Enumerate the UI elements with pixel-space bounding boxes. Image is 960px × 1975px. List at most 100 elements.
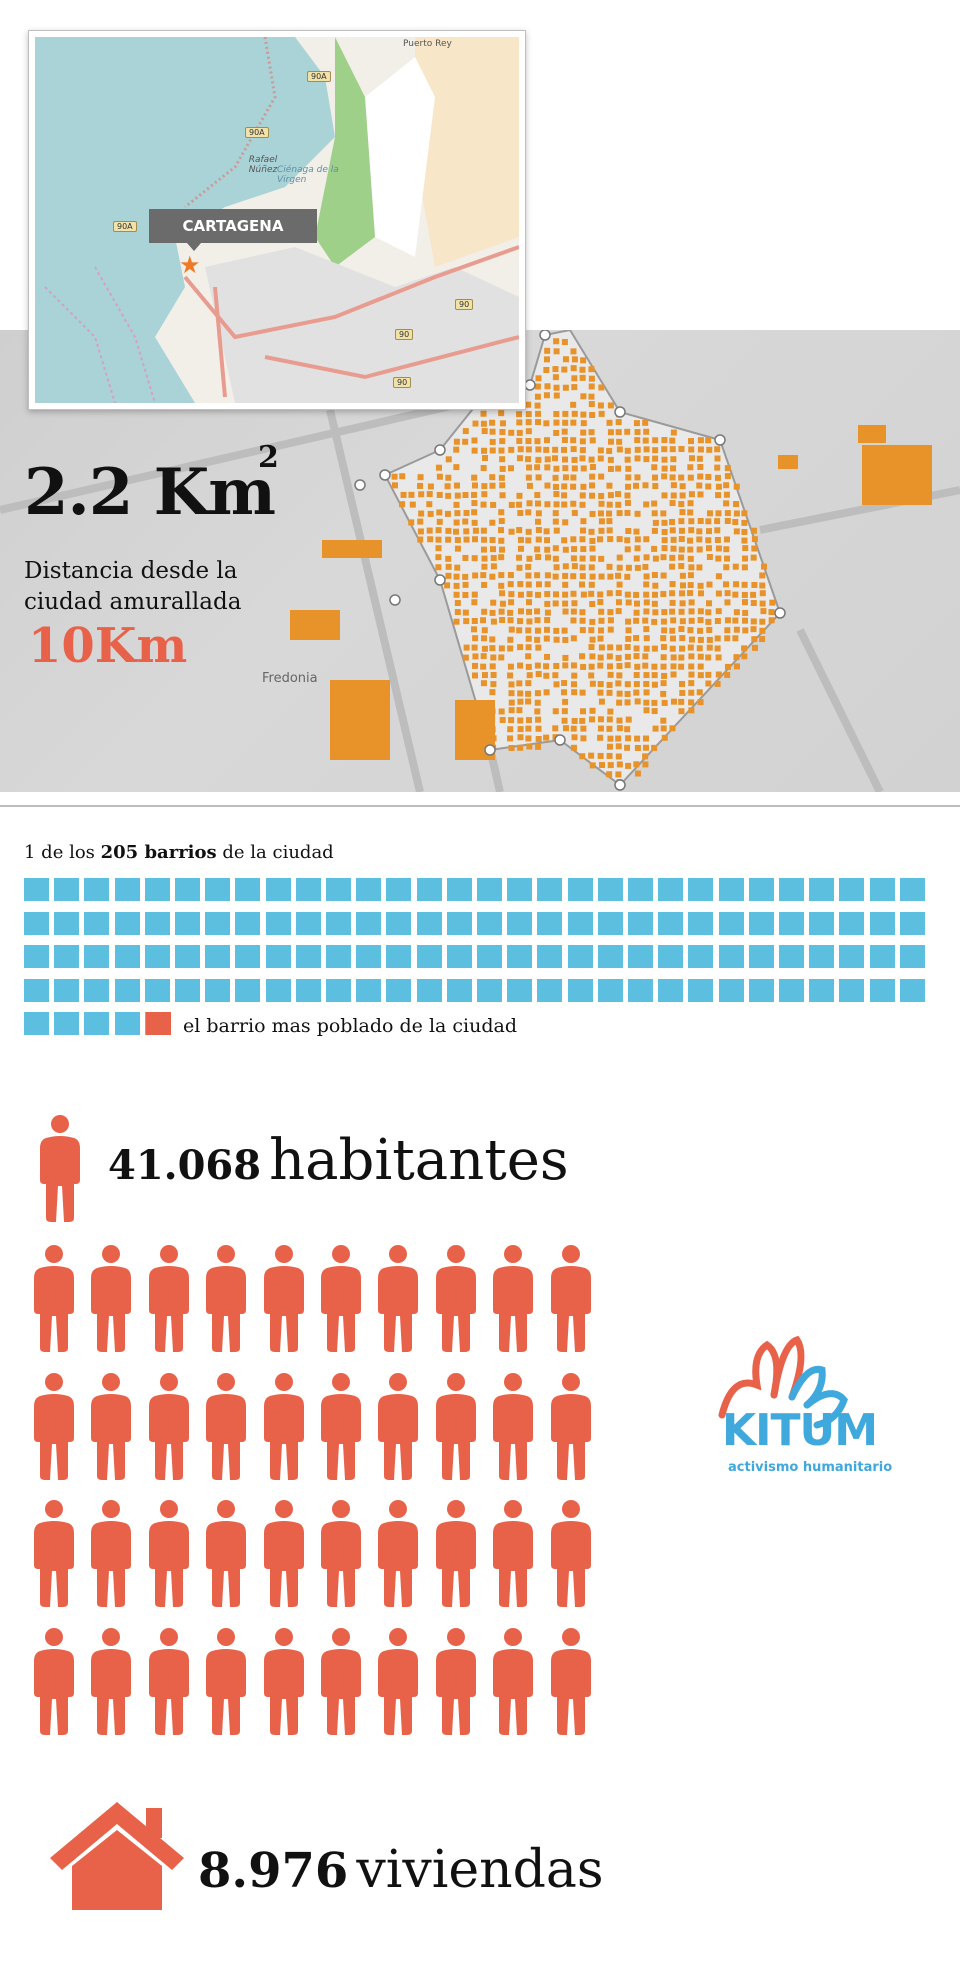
dwelling-mark — [607, 573, 614, 580]
dwelling-mark — [714, 645, 721, 652]
dwelling-mark — [687, 474, 694, 481]
dwelling-mark — [489, 482, 496, 489]
dwelling-mark — [462, 438, 469, 445]
dwelling-mark — [723, 482, 730, 489]
dwelling-mark — [589, 464, 596, 471]
dwelling-mark — [507, 572, 514, 579]
dwelling-mark — [706, 554, 713, 561]
dwelling-mark — [562, 474, 569, 481]
dwelling-mark — [597, 725, 604, 732]
dwelling-mark — [669, 474, 676, 481]
barrio-square — [567, 911, 593, 935]
dwelling-mark — [544, 546, 551, 553]
barrio-square — [144, 878, 170, 901]
person-icon — [89, 1372, 133, 1486]
dwelling-mark — [625, 762, 632, 769]
dwelling-mark — [714, 635, 721, 642]
person-icon — [549, 1499, 593, 1613]
dwelling-mark — [535, 456, 542, 463]
dwelling-mark — [588, 752, 595, 759]
dwelling-mark — [552, 573, 559, 580]
person-icon — [40, 1115, 80, 1222]
dwelling-mark — [669, 446, 676, 453]
dwelling-mark — [651, 572, 658, 579]
dwelling-mark — [697, 653, 704, 660]
dwelling-mark — [607, 402, 614, 409]
barrio-square — [205, 878, 231, 901]
dwelling-mark — [616, 662, 623, 669]
dwelling-mark — [606, 752, 613, 759]
dwelling-mark — [615, 680, 622, 687]
dwelling-mark — [724, 671, 731, 678]
dwelling-mark — [579, 627, 586, 634]
dwelling-mark — [598, 492, 605, 499]
dwelling-mark — [517, 690, 524, 697]
dwelling-mark — [534, 492, 541, 499]
person-icon — [376, 1244, 420, 1358]
dwelling-mark — [562, 356, 569, 363]
dwelling-mark — [643, 699, 650, 706]
barrio-square — [658, 945, 684, 968]
dwelling-mark — [706, 581, 713, 588]
house-icon — [50, 1802, 184, 1910]
dwelling-mark — [642, 662, 649, 669]
road-shield: 90A — [113, 221, 137, 232]
dwelling-mark — [552, 455, 559, 462]
dwelling-mark — [436, 473, 443, 480]
barrio-square — [356, 945, 382, 968]
dwelling-mark — [597, 681, 604, 688]
dwelling-mark — [624, 428, 631, 435]
dwelling-mark — [517, 744, 524, 751]
dwelling-mark — [616, 672, 623, 679]
person-icon — [491, 1372, 535, 1486]
dwelling-mark — [471, 555, 478, 562]
dwelling-mark — [561, 501, 568, 508]
barrio-square — [748, 911, 774, 935]
dwelling-mark — [598, 500, 605, 507]
dwelling-mark — [696, 528, 703, 535]
dwelling-mark — [589, 573, 596, 580]
dwelling-mark — [589, 437, 596, 444]
dwelling-mark — [480, 420, 487, 427]
dwelling-mark — [561, 537, 568, 544]
dwelling-mark — [589, 411, 596, 418]
dwelling-mark — [589, 510, 596, 517]
dwelling-mark — [660, 717, 667, 724]
dwelling-mark — [615, 608, 622, 615]
dwelling-mark — [534, 383, 541, 390]
dwelling-mark — [643, 536, 650, 543]
barrio-square — [265, 911, 291, 935]
dwelling-mark — [589, 482, 596, 489]
dwelling-mark — [462, 654, 469, 661]
dwelling-mark — [589, 762, 596, 769]
dwelling-mark — [534, 464, 541, 471]
dwelling-mark — [588, 429, 595, 436]
dwelling-mark — [480, 527, 487, 534]
dwelling-mark — [463, 536, 470, 543]
dwelling-mark — [525, 563, 532, 570]
dwelling-mark — [453, 528, 460, 535]
dwelling-mark — [733, 654, 740, 661]
dwelling-mark — [525, 446, 532, 453]
settlement-map-drawing: Fredonia — [0, 330, 960, 792]
dwelling-mark — [580, 518, 587, 525]
dwelling-mark — [688, 663, 695, 670]
dwelling-mark — [651, 618, 658, 625]
dwelling-mark — [508, 744, 515, 751]
dwelling-mark — [453, 618, 460, 625]
dwelling-mark — [633, 609, 640, 616]
dwelling-mark — [570, 590, 577, 597]
dwelling-mark — [427, 536, 434, 543]
dwelling-mark — [670, 654, 677, 661]
dwelling-mark — [624, 690, 631, 697]
dwelling-mark — [597, 662, 604, 669]
dwelling-mark — [687, 546, 694, 553]
dwelling-mark — [579, 564, 586, 571]
dwelling-mark — [606, 527, 613, 534]
dwelling-mark — [579, 581, 586, 588]
dwelling-mark — [598, 384, 605, 391]
dwelling-mark — [481, 608, 488, 615]
barrio-square — [54, 945, 80, 968]
dwelling-mark — [427, 510, 434, 517]
dwelling-mark — [571, 717, 578, 724]
